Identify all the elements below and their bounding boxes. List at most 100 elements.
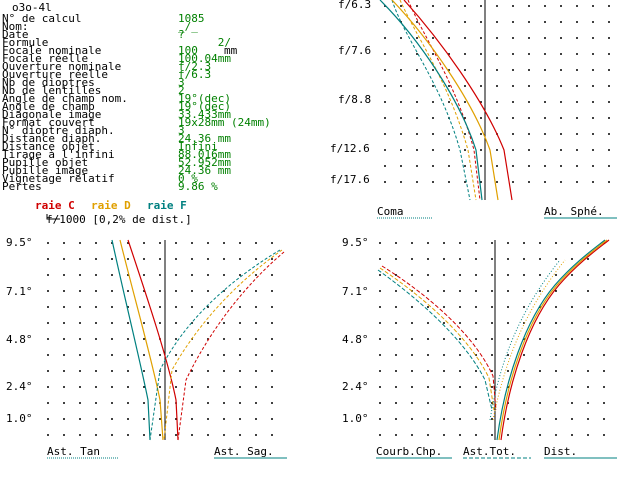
legend-raie-c: raie C: [35, 199, 75, 212]
coma-curve-f: [391, 0, 471, 201]
legend-raie-d: raie D: [91, 199, 131, 212]
coma-tick-3: f/8.8: [338, 93, 372, 106]
param-label: Date: [2, 28, 29, 41]
asttot-curve-f: [489, 259, 561, 421]
param-label: Nb de lentilles: [2, 84, 102, 97]
param-value: 19°(dec): [178, 100, 231, 113]
coma-curve-c: [407, 0, 481, 201]
sph-curve-f: [379, 0, 483, 201]
param-value: 52.952mm: [178, 156, 231, 169]
param-value: ?: [178, 28, 185, 41]
param-label: Nb de dioptres: [2, 76, 95, 89]
coma-tick-5: f/17.6: [330, 173, 370, 186]
param-label: Angle de champ: [2, 100, 95, 113]
param-label: N° de calcul: [2, 12, 82, 25]
param-value: 19°(dec): [178, 92, 231, 105]
astig-tick-5: 1.0°: [6, 412, 33, 425]
astig-panel: [47, 239, 285, 441]
dist-label: Dist.: [544, 445, 578, 458]
coma-tick-2: f/7.6: [338, 44, 372, 57]
legend-raie-f: raie F: [147, 199, 187, 212]
curv-tick-1: 9.5°: [342, 236, 369, 249]
param-label: Ouverture nominale: [2, 60, 122, 73]
parameters-list: N° de calcul 1085 Nom: _/_ Date? Formule 2/Fo…: [2, 12, 302, 195]
param-value: 0 %: [178, 172, 198, 185]
curv-curve-c: [381, 265, 497, 411]
dist-curve-d: [498, 239, 608, 441]
sag-label: Ast. Sag.: [214, 445, 274, 458]
param-value: f/6.3: [178, 68, 212, 81]
astig-grid: [47, 242, 273, 436]
param-label: N° dioptre diaph.: [2, 124, 115, 137]
param-value: 3: [178, 76, 185, 89]
dist-curve-c: [500, 239, 610, 441]
param-unit: mm: [224, 44, 238, 57]
param-value: 100.04mm: [178, 52, 231, 65]
param-value: 88.016mm: [178, 148, 231, 161]
param-label: Distance objet: [2, 140, 95, 153]
param-label: Ouverture réelle: [2, 68, 108, 81]
param-value: 24.36 mm: [178, 132, 231, 145]
curv-curve-f: [377, 269, 493, 411]
curv-tick-2: 7.1°: [342, 285, 369, 298]
param-label: Focale nominale: [2, 44, 102, 57]
sph-curve-d: [391, 0, 499, 201]
coma-tick-1: f/6.3: [338, 0, 372, 11]
distortion-note: f/1000 [0,2% de dist.]: [46, 213, 192, 226]
param-label: Format couvert: [2, 116, 95, 129]
param-label: Formule: [2, 36, 49, 49]
curv-tick-4: 2.4°: [342, 380, 369, 393]
param-value: 2: [178, 84, 185, 97]
window-title: o3o-4l: [12, 1, 52, 14]
param-label: Distance diaph.: [2, 132, 102, 145]
asttot-label: Ast.Tot.: [463, 445, 516, 458]
curv-curve-d: [379, 267, 495, 411]
coma-curve-d: [399, 0, 477, 201]
param-value: 24.36 mm: [178, 164, 231, 177]
param-value: 19x28mm (24mm): [178, 116, 271, 129]
param-value: 1085: [178, 12, 205, 25]
tan-label: Ast. Tan: [47, 445, 100, 458]
param-value: 3: [178, 124, 185, 137]
astig-tick-3: 4.8°: [6, 333, 33, 346]
param-label: Vignetage relatif: [2, 172, 115, 185]
curv-tick-5: 1.0°: [342, 412, 369, 425]
astig-tick-2: 7.1°: [6, 285, 33, 298]
param-label: Pupille objet: [2, 156, 89, 169]
curv-label: Courb.Chp.: [376, 445, 443, 458]
sph-curve-c: [403, 0, 513, 201]
param-value: 100: [178, 44, 198, 57]
param-value: f/2.3: [178, 60, 212, 73]
param-value: 2/: [178, 36, 231, 49]
astig-tick-4: 2.4°: [6, 380, 33, 393]
sag-curve-c: [177, 251, 285, 441]
param-value: Infini: [178, 140, 218, 153]
sag-curve-f: [149, 249, 281, 441]
tan-curve-d: [119, 239, 164, 441]
dist-note-marker: [46, 214, 60, 220]
curv-grid: [379, 242, 605, 436]
curv-panel: [377, 239, 610, 441]
coma-tick-4: f/12.6: [330, 142, 370, 155]
asttot-curve-d: [492, 259, 566, 421]
curv-tick-3: 4.8°: [342, 333, 369, 346]
param-label: Focale réelle: [2, 52, 89, 65]
param-value: 9.86 %: [178, 180, 218, 193]
astig-tick-1: 9.5°: [6, 236, 33, 249]
sph-label: Ab. Sphé.: [544, 205, 604, 218]
sag-curve-d: [163, 249, 283, 441]
coma-panel: [379, 0, 610, 201]
param-value: 33.433mm: [178, 108, 231, 121]
dist-curve-f: [496, 239, 606, 441]
param-label: Pertes: [2, 180, 42, 193]
param-label: Tirage à l'infini: [2, 148, 115, 161]
coma-grid: [384, 5, 610, 183]
coma-label: Coma: [377, 205, 404, 218]
tan-curve-c: [127, 239, 179, 441]
tan-curve-f: [111, 239, 151, 441]
param-value: _/_: [178, 20, 198, 33]
param-label: Pupille image: [2, 164, 89, 177]
param-label: Diagonale image: [2, 108, 102, 121]
param-label: Angle de champ nom.: [2, 92, 128, 105]
